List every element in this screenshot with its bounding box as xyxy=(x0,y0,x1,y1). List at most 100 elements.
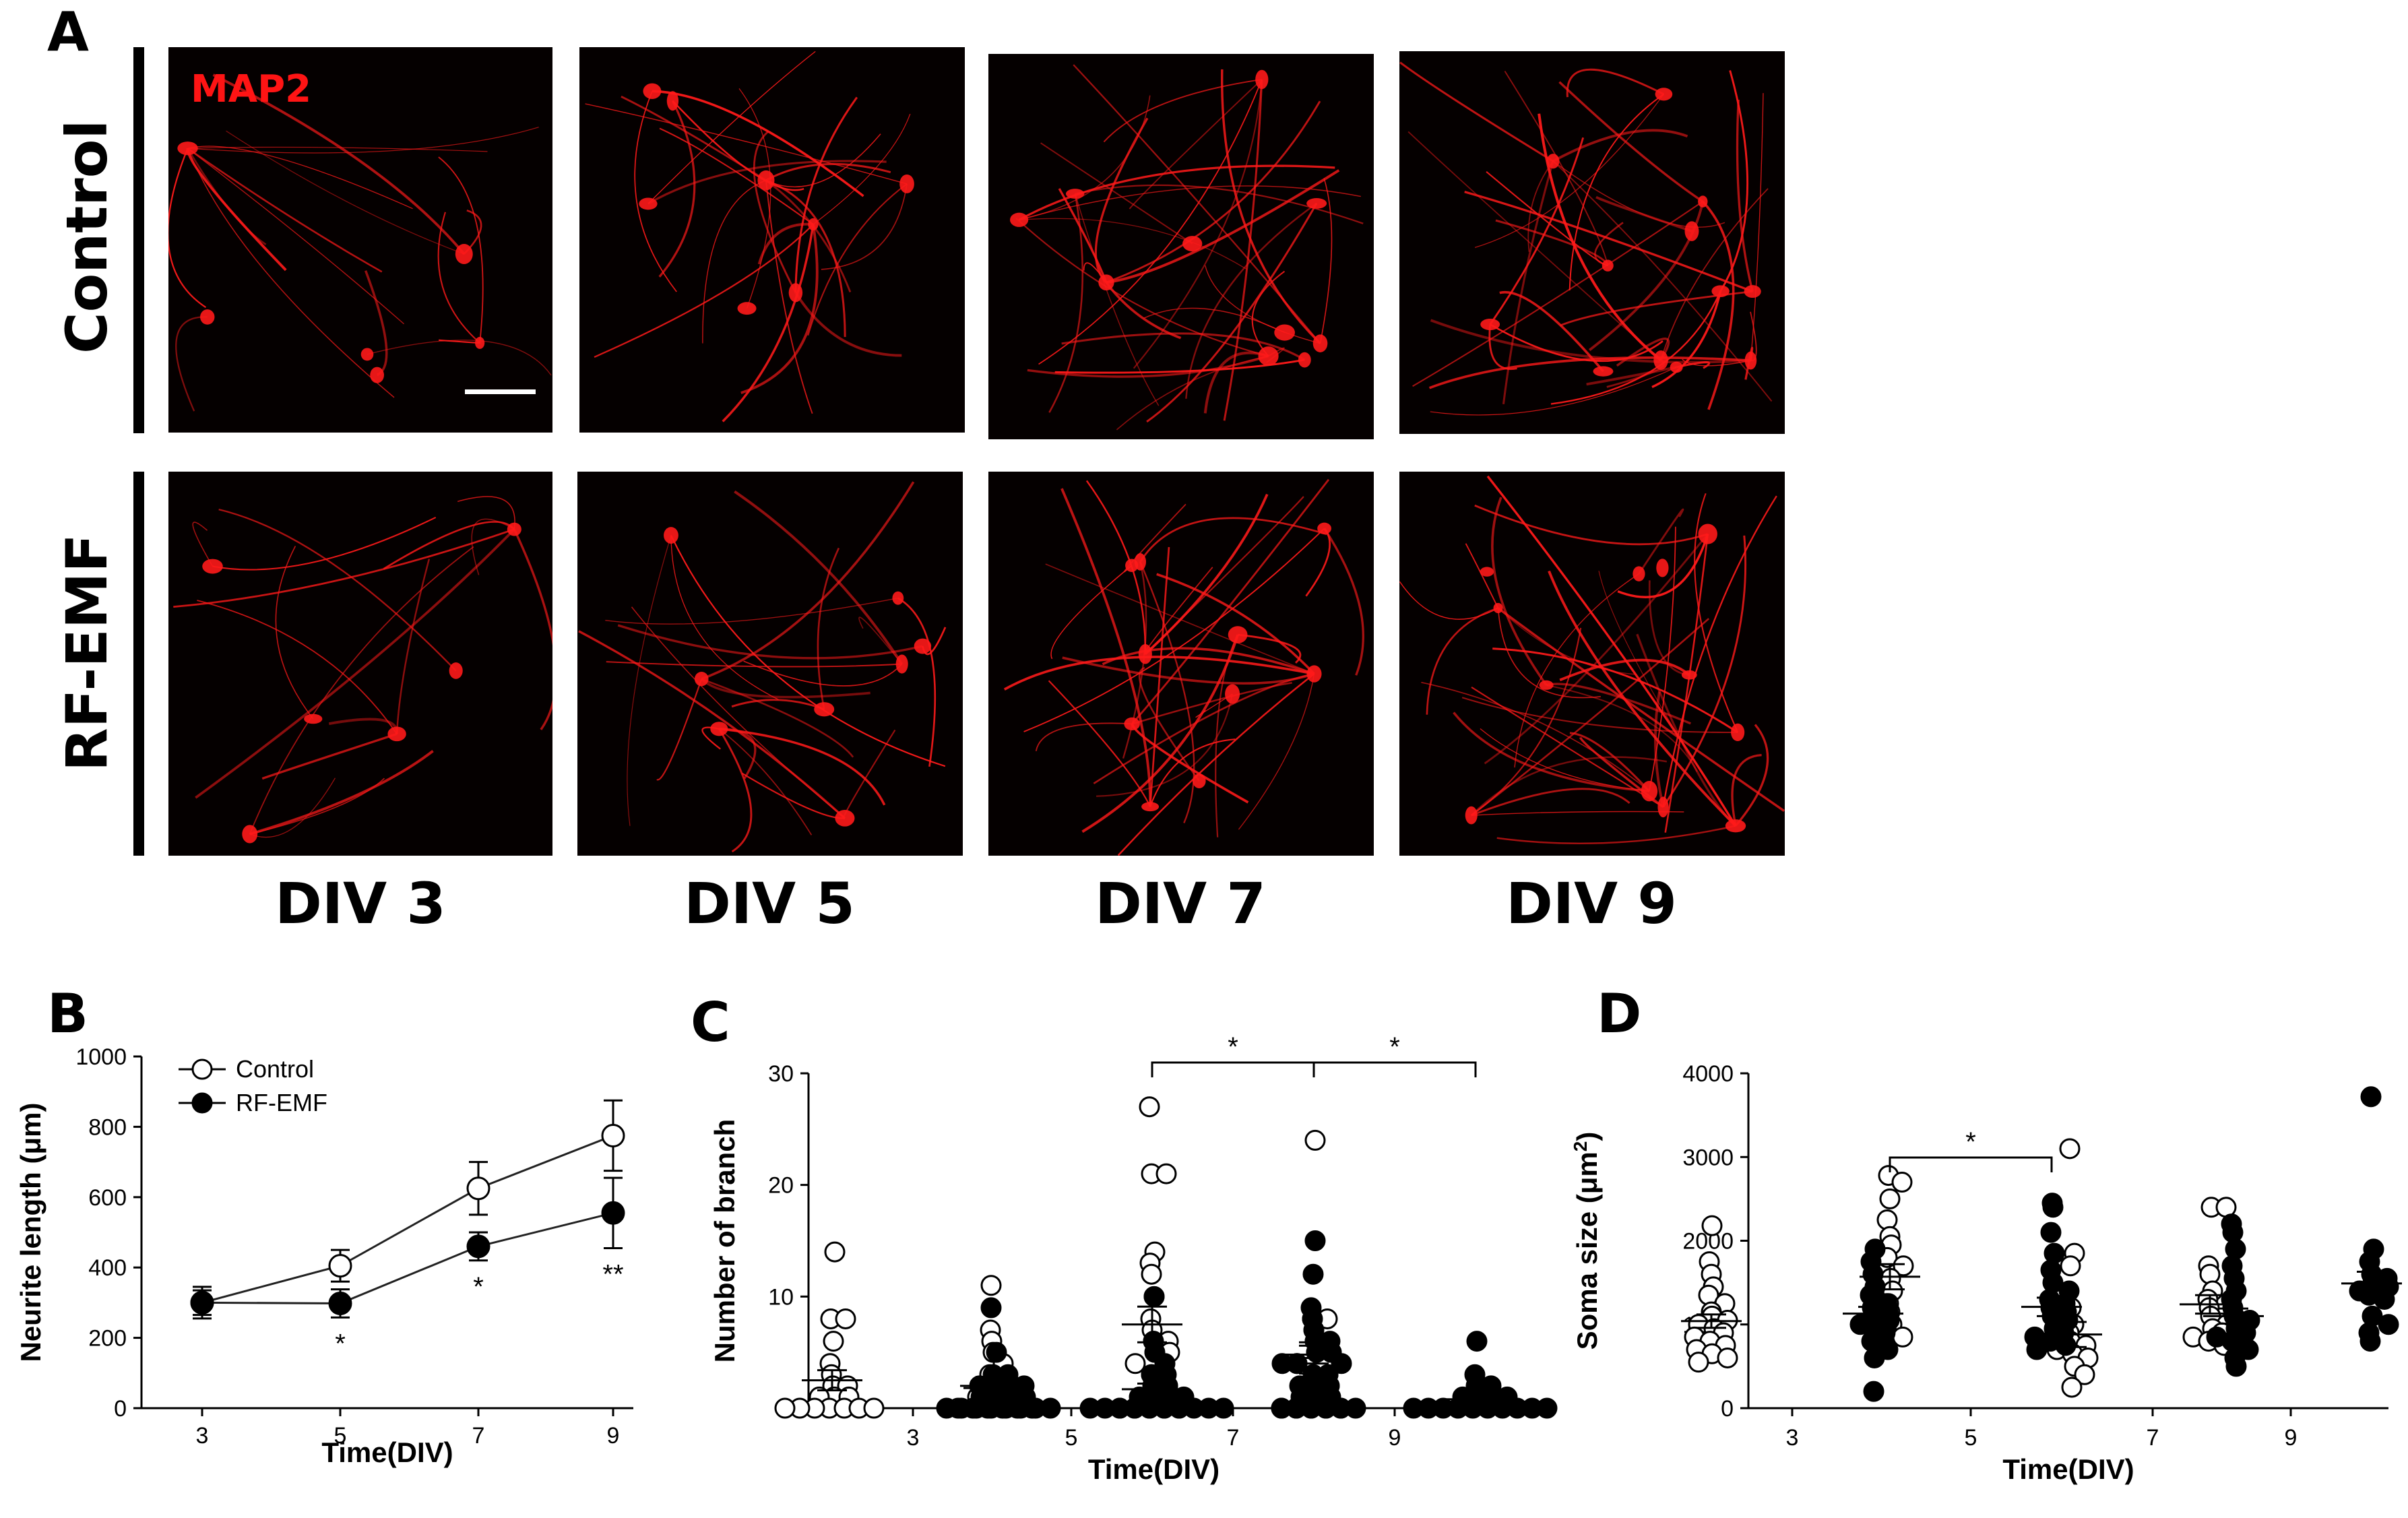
neurite xyxy=(1081,634,1240,833)
cell-body xyxy=(1744,351,1757,370)
data-point-control xyxy=(1141,1263,1162,1285)
cell-body xyxy=(1670,361,1683,373)
neurite xyxy=(765,179,846,338)
x-tick-label-b: 5 xyxy=(334,1423,347,1449)
x-tick-label-c: 5 xyxy=(1065,1425,1078,1451)
row-bar-rf-emf xyxy=(133,472,144,856)
cell-body xyxy=(1655,88,1673,101)
neurite xyxy=(1502,160,1554,405)
cell-body xyxy=(1125,559,1139,573)
neurite xyxy=(1003,656,1314,691)
cell-body xyxy=(1138,644,1152,664)
x-axis-title-d: Time(DIV) xyxy=(2002,1453,2134,1485)
cell-body xyxy=(914,638,932,654)
data-point-control xyxy=(328,1254,352,1278)
neurite xyxy=(740,224,819,395)
cell-body xyxy=(788,283,803,303)
neurite xyxy=(1421,681,1650,792)
data-point-rf-emf xyxy=(1304,1230,1326,1251)
cell-body xyxy=(666,91,679,111)
neurite xyxy=(1496,825,1736,845)
neurite xyxy=(1653,691,1665,808)
significance-bracket-d xyxy=(1889,1156,2053,1172)
data-point-control xyxy=(2199,1263,2221,1285)
x-tick-label-d: 7 xyxy=(2147,1425,2159,1451)
cell-body xyxy=(455,243,473,264)
neurite xyxy=(1491,497,1548,686)
neurite xyxy=(1471,687,1664,808)
neurite xyxy=(1035,722,1133,751)
neurite xyxy=(1558,81,1704,203)
data-point-rf-emf xyxy=(986,1341,1007,1363)
data-point-control xyxy=(466,1176,490,1201)
data-point-control xyxy=(1879,1188,1901,1209)
data-point-rf-emf xyxy=(2225,1356,2247,1377)
data-point-control xyxy=(1124,1353,1146,1374)
neurite xyxy=(1116,355,1269,431)
neurite xyxy=(1588,201,1705,352)
data-point-control xyxy=(2059,1138,2081,1160)
cell-body xyxy=(1306,197,1327,209)
neurite xyxy=(1103,78,1262,143)
cell-body xyxy=(1306,665,1322,683)
cell-body xyxy=(1656,559,1669,577)
neurite xyxy=(1133,79,1263,369)
neurite xyxy=(1546,683,1691,725)
micrograph-rf-emf-div9 xyxy=(1399,472,1785,856)
cell-body xyxy=(1657,796,1669,818)
neurite xyxy=(1019,95,1151,221)
neurite xyxy=(1499,290,1604,373)
legend-marker xyxy=(191,1092,213,1114)
neurite xyxy=(1144,493,1269,656)
y-axis-title-d: Soma size (μm2) xyxy=(1570,1132,1604,1350)
data-point-rf-emf xyxy=(2040,1222,2062,1243)
data-point-rf-emf xyxy=(1143,1286,1165,1307)
neurite xyxy=(1470,756,1668,816)
cell-body xyxy=(892,591,904,605)
neurite xyxy=(1027,354,1269,378)
data-point-rf-emf xyxy=(1079,1397,1101,1419)
cell-body xyxy=(507,522,521,536)
cell-body xyxy=(202,559,223,574)
panel-label-b: B xyxy=(47,982,88,1045)
cell-body xyxy=(370,367,384,383)
significance-marker-b: ** xyxy=(602,1259,623,1289)
column-label-div5: DIV 5 xyxy=(684,871,855,937)
neurite xyxy=(1660,188,1769,360)
neurite xyxy=(1514,573,1639,768)
neurite xyxy=(1464,191,1753,293)
cell-body xyxy=(814,702,835,717)
cell-body xyxy=(1480,567,1494,577)
neurite xyxy=(617,624,923,660)
x-tick-label-c: 3 xyxy=(907,1425,920,1451)
neurite xyxy=(187,127,539,154)
cell-body xyxy=(737,302,757,315)
cell-body xyxy=(757,170,775,191)
cell-body xyxy=(387,726,406,742)
neurite xyxy=(1156,573,1315,675)
cell-body xyxy=(1228,626,1248,643)
data-point-rf-emf xyxy=(2374,1288,2395,1310)
neurite xyxy=(1221,69,1321,344)
cell-body xyxy=(643,83,662,99)
panel-label-a: A xyxy=(47,1,89,63)
neurite xyxy=(1428,356,1751,389)
neurite xyxy=(1048,680,1151,807)
cell-body xyxy=(1225,684,1240,704)
neurite xyxy=(218,509,457,672)
data-point-rf-emf xyxy=(1863,1381,1884,1402)
x-tick-label-b: 7 xyxy=(472,1423,485,1449)
neurite xyxy=(1139,517,1327,563)
neurite xyxy=(753,131,797,294)
neurite xyxy=(1430,367,1677,416)
neurite xyxy=(1616,338,1670,367)
x-tick-label-c: 7 xyxy=(1227,1425,1240,1451)
neurite xyxy=(187,148,383,273)
neurite xyxy=(1238,674,1315,830)
y-tick-label-b: 800 xyxy=(88,1114,127,1140)
cell-body xyxy=(1593,366,1614,377)
neurite xyxy=(627,535,672,826)
data-point-control xyxy=(1139,1096,1160,1118)
data-point-control xyxy=(2074,1364,2095,1385)
